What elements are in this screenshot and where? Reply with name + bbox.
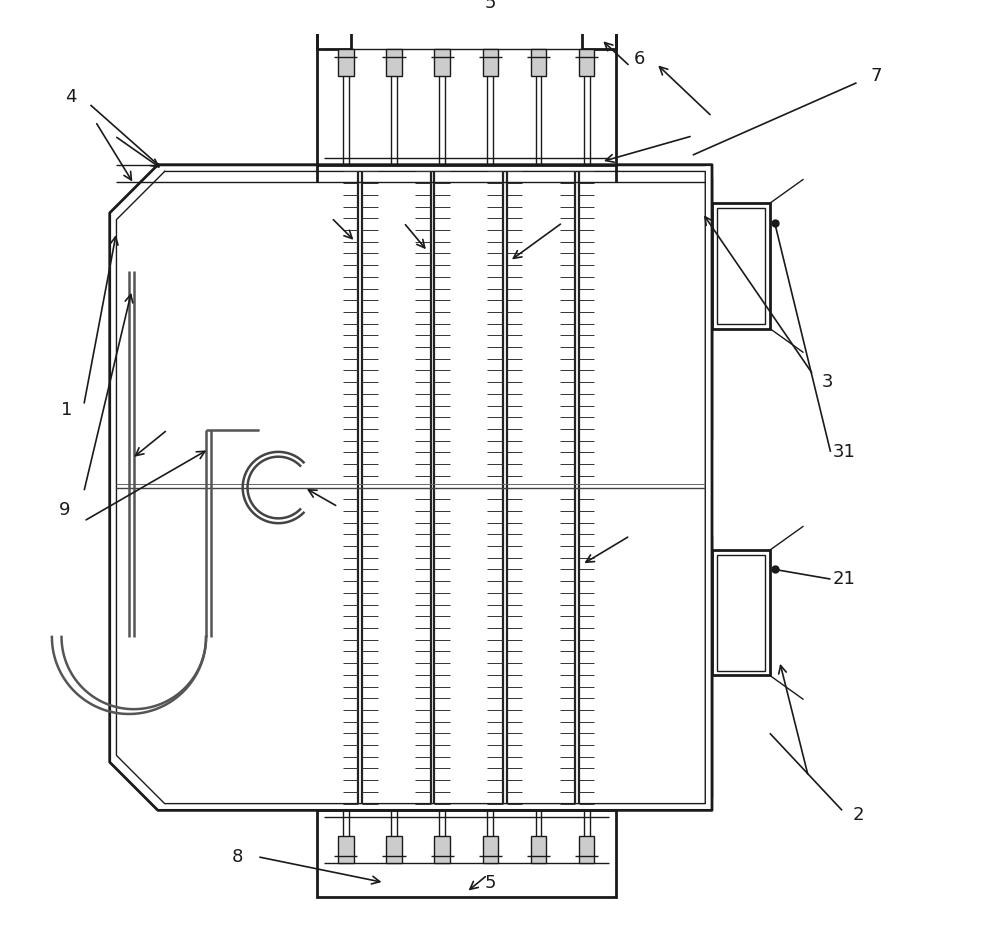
Bar [317, 810, 616, 897]
Bar [483, 49, 498, 76]
Bar [712, 203, 770, 329]
Text: 21: 21 [832, 570, 855, 588]
Bar [434, 836, 450, 863]
Text: 5: 5 [485, 873, 496, 892]
Text: 2: 2 [853, 807, 864, 824]
Text: 1: 1 [61, 402, 72, 419]
Text: 8: 8 [232, 847, 244, 866]
Text: 31: 31 [832, 443, 855, 461]
Bar [317, 10, 616, 165]
Bar [531, 836, 546, 863]
Bar [317, 10, 351, 49]
Text: 6: 6 [634, 50, 645, 68]
Text: 7: 7 [870, 67, 882, 85]
Bar [717, 555, 765, 670]
Text: 5: 5 [485, 0, 496, 12]
Bar [386, 49, 402, 76]
Bar [531, 49, 546, 76]
Bar [579, 836, 594, 863]
Bar [483, 836, 498, 863]
Bar [582, 10, 616, 49]
Bar [579, 49, 594, 76]
Bar [434, 49, 450, 76]
Text: 3: 3 [822, 372, 833, 391]
Bar [338, 836, 354, 863]
Bar [717, 208, 765, 324]
Bar [386, 836, 402, 863]
Bar [338, 49, 354, 76]
Bar [712, 550, 770, 675]
Text: 9: 9 [59, 501, 70, 519]
Text: 4: 4 [65, 88, 77, 106]
